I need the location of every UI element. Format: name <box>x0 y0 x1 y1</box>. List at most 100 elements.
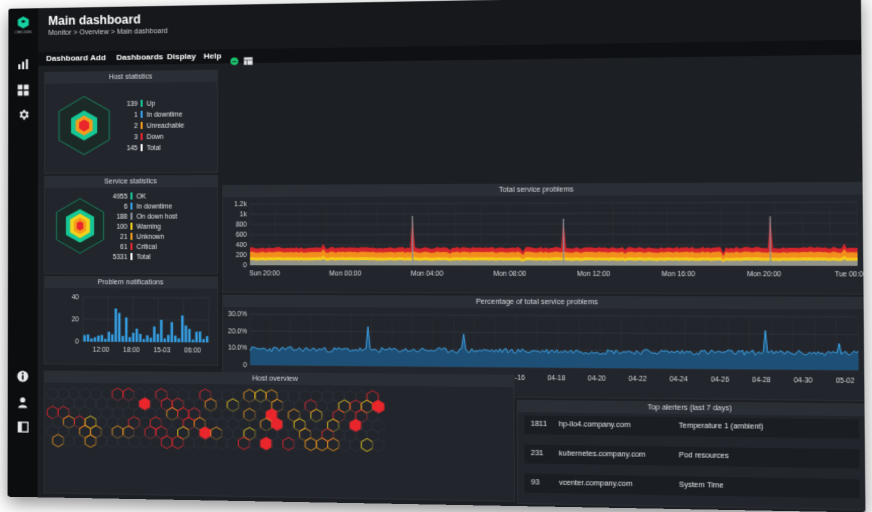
status-label: On down host <box>137 214 178 221</box>
x-tick-label: 04-24 <box>670 376 689 384</box>
x-tick-label: Mon 00:00 <box>329 270 362 277</box>
x-tick-label: 12:00 <box>93 347 110 354</box>
problem-notifications-panel: Problem notifications 40 20 0 12:00 18:00 15-… <box>44 276 218 366</box>
status-row[interactable]: 21 Unknown <box>105 233 164 241</box>
host-hex <box>139 435 150 448</box>
user-icon[interactable] <box>15 394 31 410</box>
notification-bar <box>192 340 194 343</box>
problem-notifications-chart[interactable]: 40 20 0 12:00 18:00 15-03 06:00 <box>45 289 217 363</box>
help-icon[interactable] <box>15 368 31 384</box>
alert-service[interactable]: Temperature 1 (ambient) <box>679 422 764 430</box>
status-row[interactable]: 4955 OK <box>105 192 146 200</box>
y-tick-label: 600 <box>236 232 248 239</box>
table-icon[interactable] <box>244 52 253 70</box>
breadcrumb[interactable]: Monitor > Overview > Main dashboard <box>48 28 167 37</box>
status-row[interactable]: 6 In downtime <box>105 202 172 210</box>
table-row[interactable]: 231 kubernetes.company.com Pod resources <box>524 445 859 469</box>
notification-bar <box>146 335 148 342</box>
status-label: Unreachable <box>147 123 184 130</box>
service-hexagon-icon[interactable] <box>51 197 109 255</box>
host-overview-hexmap[interactable] <box>45 384 514 501</box>
notification-bar <box>132 333 134 342</box>
status-color-bar <box>141 111 143 118</box>
host-hex <box>316 438 327 451</box>
status-row[interactable]: 100 Warning <box>105 223 161 231</box>
host-hex <box>283 437 294 450</box>
notification-bar <box>143 339 145 342</box>
alert-service[interactable]: System Time <box>679 482 724 490</box>
alert-host[interactable]: vcenter.company.com <box>559 480 633 489</box>
menu-dashboards[interactable]: Dashboards <box>116 52 163 62</box>
menu-help[interactable]: Help <box>204 51 222 60</box>
notification-bar <box>118 313 120 342</box>
host-hexagon-icon[interactable] <box>53 94 115 157</box>
green-circle-icon[interactable] <box>230 52 238 70</box>
host-hex <box>172 436 183 449</box>
notification-bar <box>97 336 99 342</box>
notification-bar <box>94 337 96 341</box>
logo-icon[interactable] <box>15 14 31 30</box>
host-hex <box>183 436 194 449</box>
grid-line <box>250 213 857 215</box>
alert-host[interactable]: kubernetes.company.com <box>559 450 646 459</box>
status-row[interactable]: 3 Down <box>115 133 163 141</box>
status-count: 4955 <box>105 194 127 201</box>
sidebar-toggle-icon[interactable] <box>15 418 31 434</box>
alert-count: 231 <box>531 450 544 457</box>
notification-bar <box>104 339 106 342</box>
setup-gear-icon[interactable] <box>15 106 31 122</box>
status-count: 188 <box>105 214 127 221</box>
total-service-problems-panel: Total service problems 1.2k 1k 800 600 400 20… <box>222 182 865 295</box>
status-label: Total <box>147 145 161 152</box>
x-tick-label: Mon 16:00 <box>661 271 695 278</box>
host-hex <box>161 436 172 449</box>
host-hex <box>294 438 305 451</box>
notification-bar <box>129 337 131 342</box>
status-row[interactable]: 1 In downtime <box>115 110 182 119</box>
y-tick-label: 800 <box>236 221 248 228</box>
y-tick-label: 10.0% <box>228 345 247 352</box>
status-row[interactable]: 139 Up <box>115 100 155 108</box>
x-tick-label: 06:00 <box>184 347 201 354</box>
x-tick-label: Mon 20:00 <box>747 271 782 278</box>
status-row[interactable]: 2 Unreachable <box>115 122 184 131</box>
status-color-bar <box>141 133 143 140</box>
host-hex <box>227 437 238 450</box>
problem-notifications-title: Problem notifications <box>45 277 217 289</box>
menu-dashboard[interactable]: Dashboard <box>46 53 88 63</box>
host-overview-panel: Host overview <box>44 370 515 501</box>
host-hex <box>194 436 205 449</box>
menu-display[interactable]: Display <box>167 52 196 61</box>
alert-host[interactable]: hp-ilo4.company.com <box>559 421 631 429</box>
table-row[interactable]: 1811 hp-ilo4.company.com Temperature 1 (… <box>524 415 859 438</box>
status-row[interactable]: 61 Critical <box>105 243 157 251</box>
monitor-icon[interactable] <box>15 56 31 72</box>
x-tick-label: Tue 00:00 <box>835 271 865 279</box>
total-service-problems-chart[interactable]: 1.2k 1k 800 600 400 200 0Sun 20:00 Mon 00:00 Mon… <box>223 196 864 294</box>
notification-bar <box>111 334 113 341</box>
y-tick-label: 20 <box>72 316 80 323</box>
notification-bar <box>160 320 162 342</box>
y-tick-label: 0 <box>243 262 247 269</box>
grid-line <box>250 223 857 224</box>
host-hex <box>129 435 140 448</box>
status-label: Total <box>137 254 151 261</box>
status-count: 21 <box>105 234 127 241</box>
page-title: Main dashboard <box>48 12 140 28</box>
notification-bar <box>167 335 169 342</box>
menu-add[interactable]: Add <box>90 53 106 62</box>
dashboard-grid-icon[interactable] <box>15 82 31 98</box>
grid-line <box>250 234 857 235</box>
alert-service[interactable]: Pod resources <box>679 452 729 460</box>
status-row[interactable]: 188 On down host <box>105 213 177 221</box>
status-count: 145 <box>115 145 137 152</box>
table-row[interactable]: 93 vcenter.company.com System Time <box>524 474 859 499</box>
host-hex <box>205 436 216 449</box>
status-color-bar <box>130 203 132 210</box>
host-hex <box>272 437 283 450</box>
host-hex <box>305 438 316 451</box>
host-hex <box>53 434 64 447</box>
status-row[interactable]: 145 Total <box>115 144 160 152</box>
status-row[interactable]: 5331 Total <box>105 253 150 261</box>
notification-bar <box>188 329 190 342</box>
